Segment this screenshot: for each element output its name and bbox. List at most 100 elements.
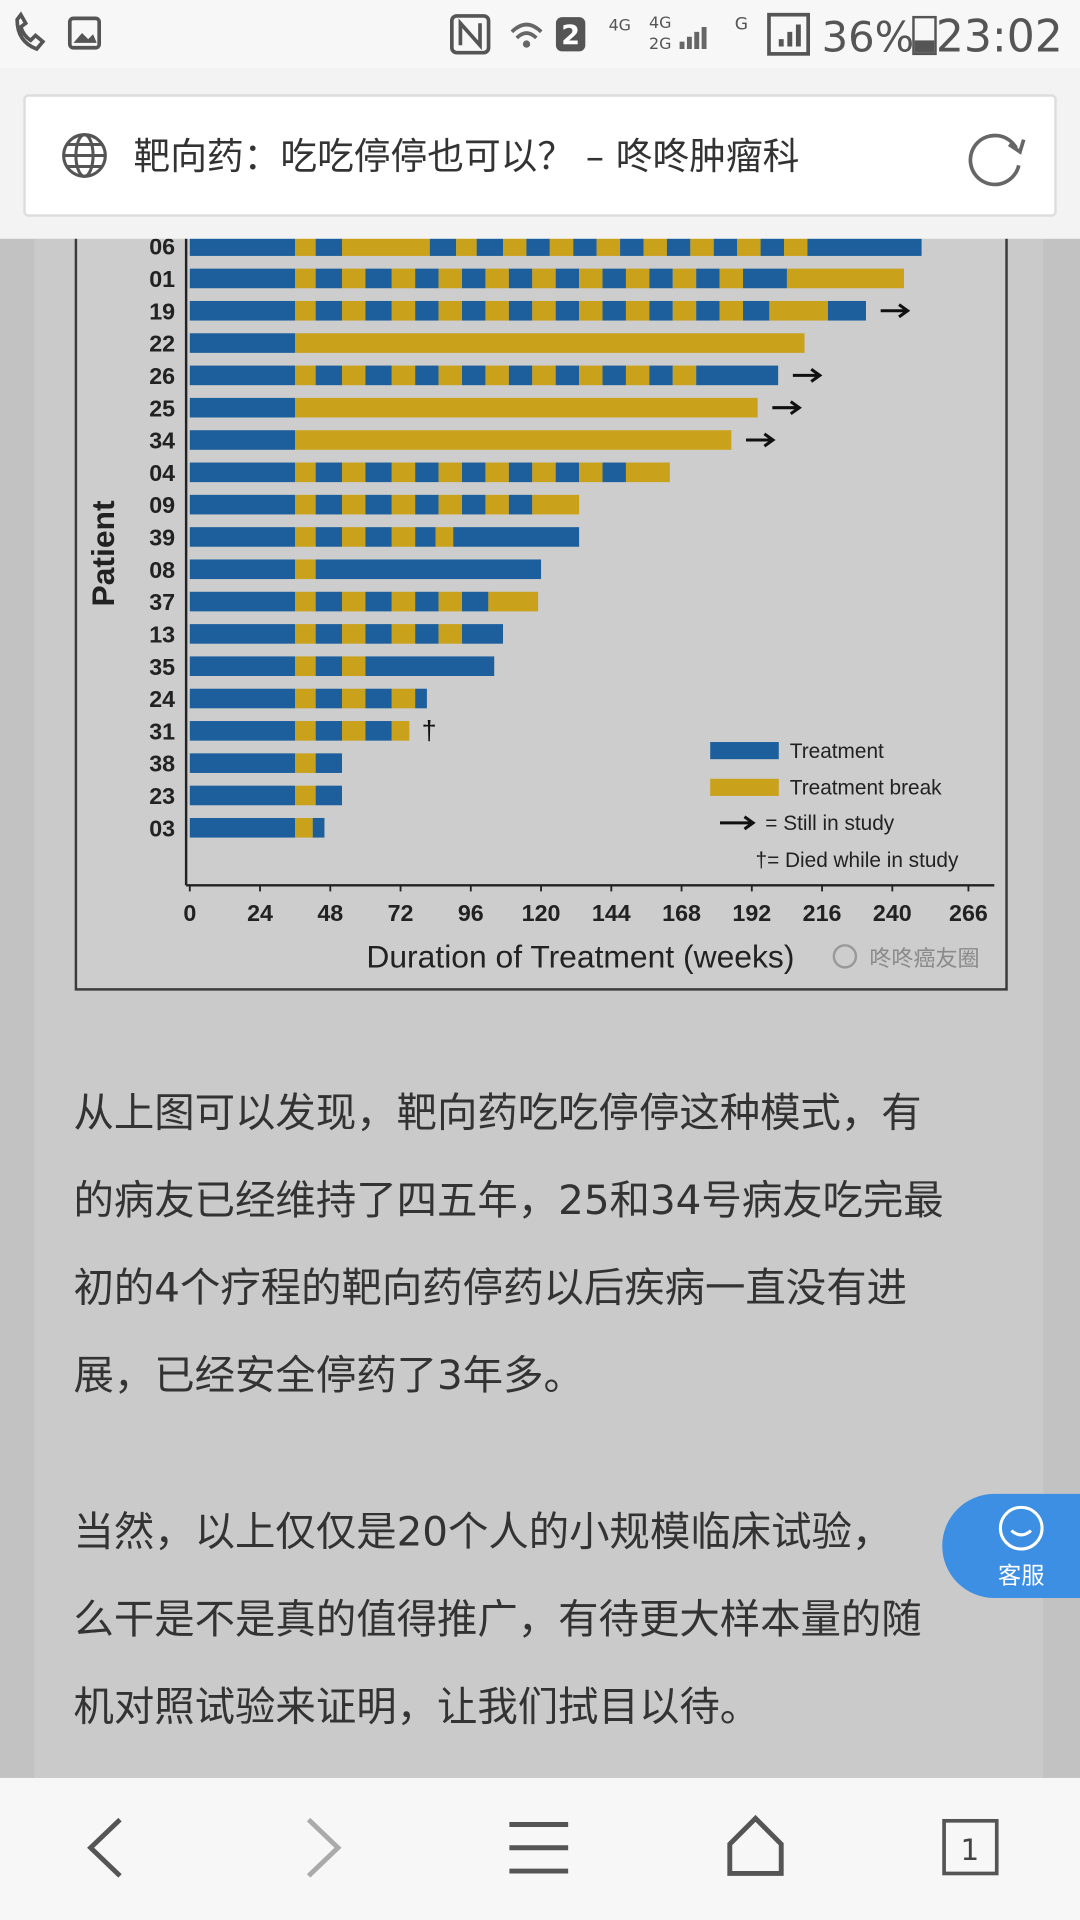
- tab-count: 1: [960, 1833, 979, 1867]
- x-tick-label: 96: [458, 900, 484, 926]
- still-in-study-arrow: [772, 400, 802, 416]
- segment: [365, 527, 392, 547]
- segment: [713, 236, 738, 256]
- article-line: 展，已经安全停药了3年多。: [73, 1351, 583, 1399]
- segment: [649, 300, 673, 321]
- y-tick-label: 13: [149, 621, 175, 647]
- legend-arrow: [720, 815, 756, 831]
- segment: [415, 300, 439, 321]
- x-tick-label: 24: [247, 900, 273, 926]
- signal-icon: [679, 26, 707, 49]
- segment: [462, 494, 486, 515]
- segment: [295, 430, 732, 450]
- segment: [643, 236, 667, 256]
- segment: [532, 268, 556, 289]
- y-tick-label: 01: [149, 266, 175, 292]
- segment: [719, 268, 744, 289]
- segment: [485, 494, 509, 515]
- segment: [295, 333, 805, 353]
- url-field[interactable]: [23, 94, 1057, 217]
- segment: [602, 268, 626, 289]
- segment: [391, 591, 416, 612]
- segment: [415, 688, 427, 709]
- segment: [391, 462, 416, 483]
- y-tick-label: 31: [149, 718, 175, 744]
- segment: [295, 268, 316, 289]
- segment: [485, 462, 509, 483]
- x-tick-label: 0: [183, 900, 196, 926]
- x-tick-label: 144: [592, 900, 631, 926]
- forward-button[interactable]: [306, 1817, 342, 1878]
- segment: [620, 236, 644, 256]
- segment: [769, 300, 828, 321]
- segment: [532, 365, 556, 386]
- y-tick-label: 39: [149, 525, 175, 551]
- segment: [342, 591, 366, 612]
- segment: [532, 462, 556, 483]
- y-tick-label: 25: [149, 395, 175, 421]
- segment: [438, 624, 463, 644]
- battery-level: [914, 40, 935, 53]
- legend-swatch: [710, 742, 779, 760]
- segment: [342, 721, 366, 741]
- segment: [315, 462, 343, 483]
- menu-button[interactable]: [509, 1822, 569, 1874]
- segment: [315, 365, 343, 386]
- segment: [743, 300, 770, 321]
- segment: [315, 268, 343, 289]
- service-label: 客服: [998, 1562, 1045, 1589]
- segment: [365, 268, 392, 289]
- service-button[interactable]: 客服: [942, 1493, 1080, 1598]
- segment: [315, 300, 343, 321]
- segment: [508, 462, 533, 483]
- segment: [189, 527, 296, 547]
- call-icon: [15, 11, 46, 52]
- segment: [415, 624, 439, 644]
- status-bar: 2 4G 4G 2G G 36% 23:02: [0, 0, 1080, 69]
- nfc-icon: [450, 14, 491, 55]
- segment: [508, 494, 533, 515]
- home-button[interactable]: [727, 1814, 784, 1876]
- segment: [189, 236, 296, 256]
- x-tick-label: 192: [732, 900, 771, 926]
- segment: [696, 365, 779, 386]
- segment: [295, 559, 316, 580]
- annotation: †: [422, 715, 437, 745]
- segment: [415, 494, 439, 515]
- segment: [625, 268, 650, 289]
- back-button[interactable]: [87, 1817, 122, 1878]
- segment: [602, 365, 626, 386]
- segment: [315, 721, 343, 741]
- segment: [579, 462, 603, 483]
- segment: [438, 462, 463, 483]
- article-line: 从上图可以发现，靶向药吃吃停停这种模式，有: [73, 1089, 921, 1137]
- network-label: 4G: [609, 16, 631, 35]
- segment: [315, 688, 343, 709]
- wifi-icon: [510, 22, 543, 40]
- y-tick-label: 34: [149, 428, 175, 454]
- segment: [438, 591, 463, 612]
- segment: [315, 527, 343, 547]
- segment: [342, 365, 366, 386]
- segment: [485, 268, 509, 289]
- battery-icon: [912, 15, 937, 56]
- segment: [696, 300, 720, 321]
- segment: [415, 268, 439, 289]
- watermark-icon: [832, 944, 858, 969]
- segment: [189, 785, 296, 806]
- segment: [189, 365, 296, 386]
- segment: [602, 462, 626, 483]
- tabs-button[interactable]: [942, 1818, 999, 1876]
- segment: [508, 300, 533, 321]
- x-tick-label: 72: [388, 900, 414, 926]
- still-in-study-arrow: [746, 432, 776, 448]
- refresh-icon[interactable]: [968, 133, 1021, 187]
- segment: [315, 656, 343, 677]
- segment: [189, 494, 296, 515]
- segment: [462, 462, 486, 483]
- segment: [438, 268, 463, 289]
- segment: [462, 624, 504, 644]
- article-line: 当然，以上仅仅是20个人的小规模临床试验，: [73, 1507, 892, 1555]
- status-bg: [0, 0, 1080, 69]
- segment: [415, 462, 439, 483]
